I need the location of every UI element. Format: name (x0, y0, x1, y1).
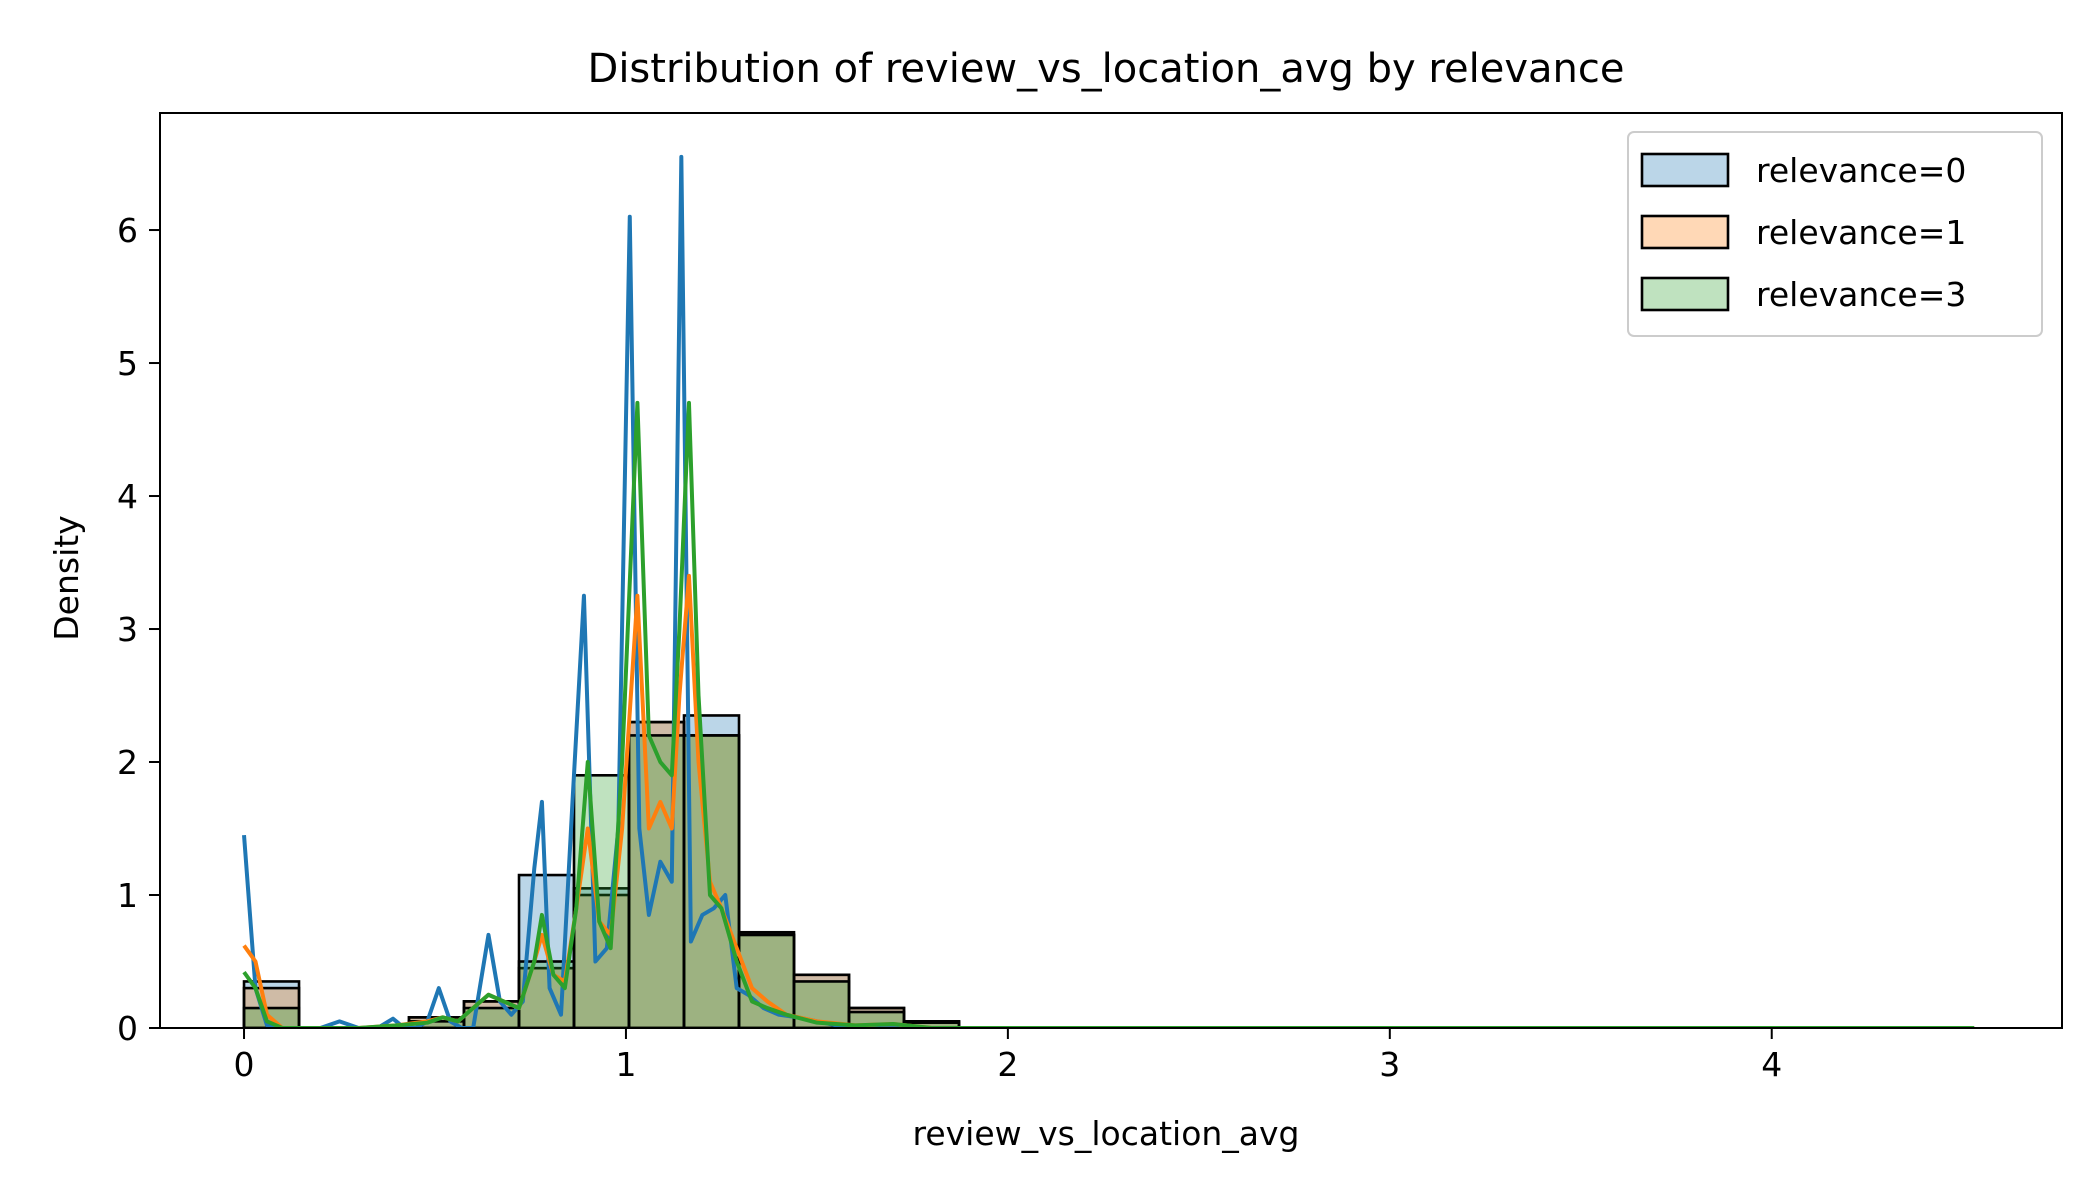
y-tick-label: 0 (117, 1009, 138, 1048)
chart-title: Distribution of review_vs_location_avg b… (588, 46, 1625, 92)
axes: 0 1 2 3 4 0 1 2 3 4 5 6 (117, 112, 2063, 1084)
hist-series-2 (242, 734, 961, 1028)
y-tick-label: 1 (117, 876, 138, 915)
x-axis-label: review_vs_location_avg (913, 1114, 1300, 1153)
legend-item: relevance=1 (1640, 213, 1966, 252)
legend-item: relevance=0 (1640, 151, 1966, 190)
legend-item: relevance=3 (1640, 275, 1966, 314)
legend: relevance=0 relevance=1 relevance=3 (1627, 131, 2043, 337)
y-tick-label: 4 (117, 477, 138, 516)
kde-lines (242, 154, 1975, 1028)
histogram-bars (242, 714, 961, 1028)
x-tick-label: 3 (1379, 1045, 1400, 1084)
y-tick-label: 6 (117, 211, 138, 250)
hist-bar (682, 714, 741, 1028)
x-tick-label: 4 (1761, 1045, 1782, 1084)
x-tick-label: 2 (997, 1045, 1018, 1084)
legend-swatch (1640, 152, 1730, 188)
y-tick-label: 2 (117, 743, 138, 782)
legend-swatch (1640, 214, 1730, 250)
legend-label: relevance=3 (1756, 275, 1966, 314)
y-axis-label: Density (47, 515, 86, 640)
y-tick-label: 5 (117, 344, 138, 383)
hist-bar (572, 887, 631, 1028)
legend-box (1627, 131, 2043, 337)
plot-frame (159, 112, 2063, 1029)
x-tick-label: 0 (234, 1045, 255, 1084)
legend-label: relevance=1 (1756, 213, 1966, 252)
x-tick-label: 1 (615, 1045, 636, 1084)
plot-area (242, 154, 1975, 1028)
legend-swatch (1640, 276, 1730, 312)
kde-line-series-1 (242, 573, 1975, 1028)
legend-label: relevance=0 (1756, 151, 1966, 190)
y-tick-label: 3 (117, 610, 138, 649)
kde-line-series-2 (242, 400, 1975, 1028)
